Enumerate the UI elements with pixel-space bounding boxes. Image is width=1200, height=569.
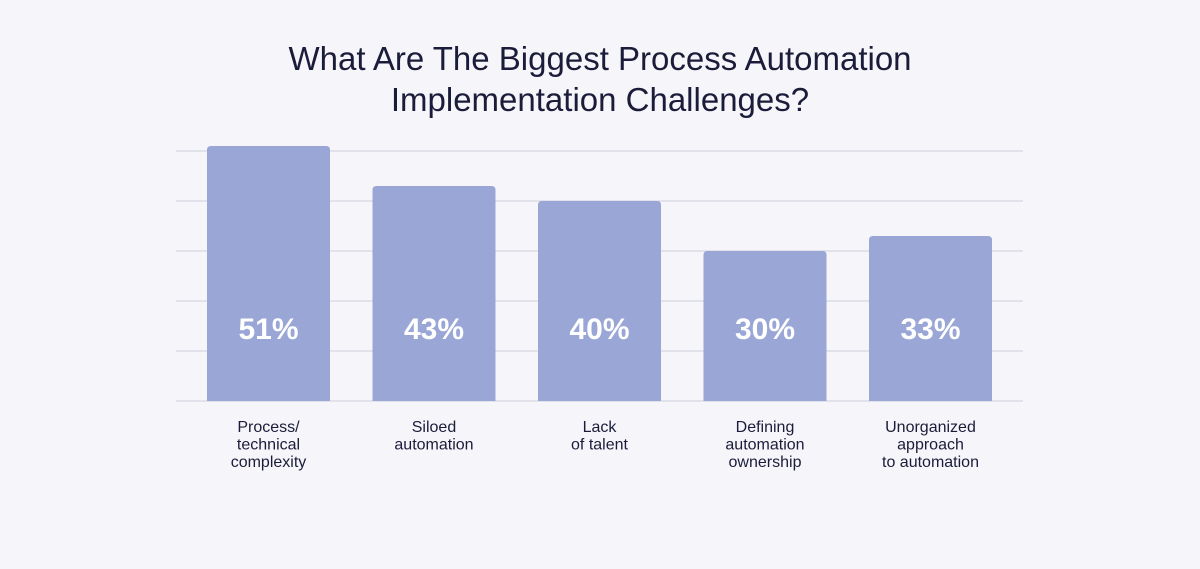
category-label-2: Siloed automation [394, 419, 473, 454]
category-label-line: Defining [736, 419, 795, 436]
chart-title-line-1: What Are The Biggest Process Automation [288, 40, 912, 77]
category-label-1: Process/technical complexity [231, 419, 307, 471]
bar-3 [538, 201, 661, 401]
category-label-5: Unorganized approach to automation [882, 419, 979, 471]
category-label-3: Lack of talent [571, 419, 628, 454]
category-label-line: ownership [729, 454, 802, 471]
bar-5 [869, 236, 992, 401]
bar-value-label-2: 43% [404, 313, 464, 346]
category-label-line: Process/ [237, 419, 300, 436]
bar-1 [207, 146, 330, 401]
bar-value-label-3: 40% [569, 313, 629, 346]
category-label-line: automation [394, 437, 473, 454]
bar-value-label-1: 51% [238, 313, 298, 346]
category-label-line: Lack [583, 419, 618, 436]
category-label-line: automation [725, 437, 804, 454]
bar-value-label-4: 30% [735, 313, 795, 346]
bar-4 [703, 251, 827, 401]
category-label-line: to automation [882, 454, 979, 471]
category-label-line: Siloed [412, 419, 456, 436]
category-label-line: complexity [231, 454, 307, 471]
category-label-4: Defining automation ownership [725, 419, 804, 471]
chart-title-line-2: Implementation Challenges? [390, 81, 810, 118]
bar-2 [372, 186, 496, 401]
bars: 51% 43% 40% 30% 33% [207, 146, 992, 401]
category-label-line: approach [897, 437, 964, 454]
chart-title: What Are The Biggest Process Automation … [0, 38, 1200, 120]
bar-value-label-5: 33% [900, 313, 960, 346]
category-label-line: technical [237, 437, 300, 454]
category-label-line: of talent [571, 437, 628, 454]
category-label-line: Unorganized [885, 419, 976, 436]
